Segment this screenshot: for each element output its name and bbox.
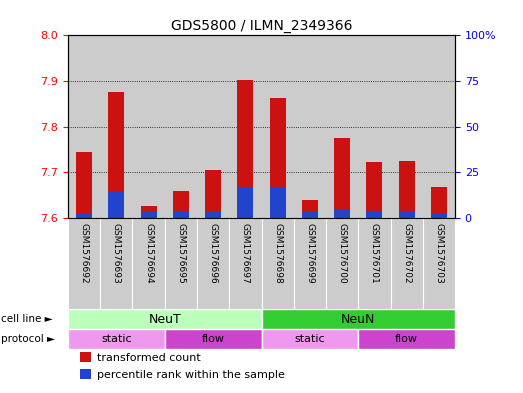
Bar [68,329,165,349]
Bar [262,218,294,309]
Bar [294,218,326,309]
Bar [79,353,91,362]
Bar [302,212,318,218]
Text: NeuN: NeuN [341,312,376,325]
Text: protocol ►: protocol ► [1,334,54,344]
Bar [205,170,221,218]
Bar [229,218,262,309]
Bar [431,214,447,218]
Bar [358,329,455,349]
Bar [237,187,254,218]
Bar [366,162,382,218]
Text: GSM1576694: GSM1576694 [144,223,153,284]
Bar [399,161,415,218]
Text: GSM1576698: GSM1576698 [273,223,282,284]
Text: transformed count: transformed count [97,353,201,362]
Text: GSM1576703: GSM1576703 [435,223,444,284]
Bar [173,191,189,218]
Text: static: static [101,334,132,344]
Bar [262,309,455,329]
Bar [197,218,229,309]
Text: NeuT: NeuT [149,312,181,325]
Bar [141,212,157,218]
Bar [262,329,358,349]
Bar [108,92,124,218]
Bar [68,309,262,329]
Bar [326,218,358,309]
Text: GDS5800 / ILMN_2349366: GDS5800 / ILMN_2349366 [170,19,353,33]
Bar [141,206,157,218]
Bar [366,211,382,218]
Bar [132,218,165,309]
Bar [108,192,124,218]
Text: GSM1576700: GSM1576700 [338,223,347,284]
Bar [76,152,92,218]
Text: GSM1576697: GSM1576697 [241,223,250,284]
Bar [302,200,318,218]
Bar [79,369,91,379]
Bar [431,187,447,218]
Text: cell line ►: cell line ► [1,314,52,324]
Bar [76,214,92,218]
Bar [205,212,221,218]
Text: GSM1576693: GSM1576693 [112,223,121,284]
Text: GSM1576701: GSM1576701 [370,223,379,284]
Text: flow: flow [395,334,418,344]
Text: GSM1576696: GSM1576696 [209,223,218,284]
Text: flow: flow [202,334,224,344]
Text: GSM1576702: GSM1576702 [402,223,411,284]
Text: GSM1576695: GSM1576695 [176,223,185,284]
Bar [269,187,286,218]
Text: GSM1576692: GSM1576692 [79,223,88,284]
Bar [334,138,350,218]
Text: GSM1576699: GSM1576699 [305,223,314,284]
Bar [399,211,415,218]
Bar [269,98,286,218]
Bar [237,80,254,218]
Bar [423,218,455,309]
Bar [68,218,100,309]
Bar [173,211,189,218]
Bar [165,218,197,309]
Text: static: static [294,334,325,344]
Bar [100,218,132,309]
Bar [334,209,350,218]
Bar [391,218,423,309]
Text: percentile rank within the sample: percentile rank within the sample [97,370,285,380]
Bar [165,329,262,349]
Bar [358,218,391,309]
